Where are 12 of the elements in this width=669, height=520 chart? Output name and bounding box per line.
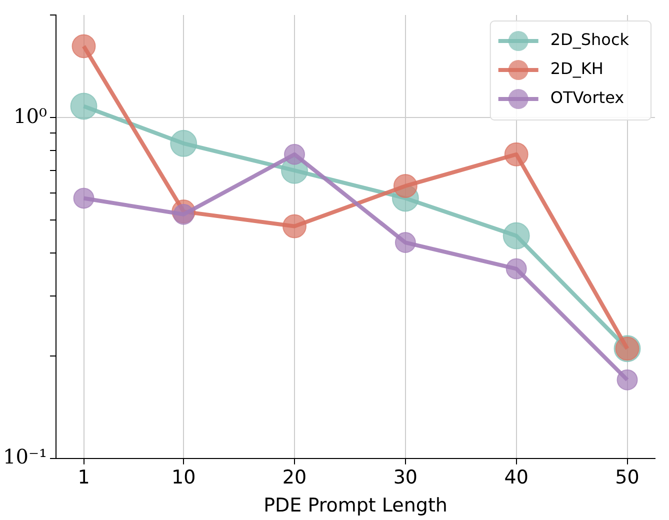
y-tick-label: 10⁰: [14, 104, 48, 128]
x-tick-label: 30: [393, 466, 418, 489]
x-tick-label: 40: [504, 466, 528, 489]
x-tick-label: 50: [615, 466, 640, 489]
legend-label: 2D_KH: [550, 59, 604, 78]
x-tick-label: 10: [171, 466, 196, 489]
x-tick-label: 20: [282, 466, 307, 489]
y-tick-label: 10⁻¹: [2, 444, 48, 469]
legend-label: 2D_Shock: [550, 30, 630, 50]
legend-label: OTVortex: [550, 88, 624, 108]
x-axis-title: PDE Prompt Length: [264, 494, 448, 517]
x-tick-label: 1: [78, 466, 90, 489]
